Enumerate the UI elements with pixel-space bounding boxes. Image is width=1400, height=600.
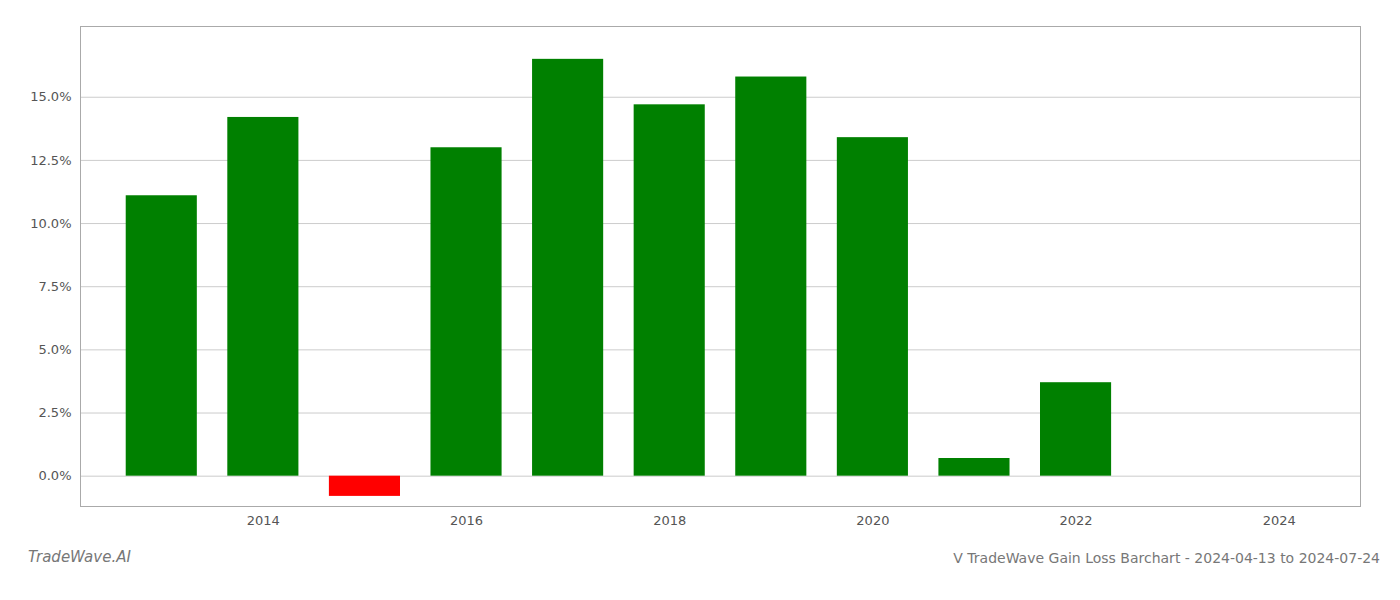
svg-text:10.0%: 10.0% <box>30 216 71 231</box>
svg-text:2018: 2018 <box>653 513 686 528</box>
svg-text:2.5%: 2.5% <box>38 405 71 420</box>
svg-text:5.0%: 5.0% <box>38 342 71 357</box>
svg-text:7.5%: 7.5% <box>38 279 71 294</box>
svg-text:2022: 2022 <box>1060 513 1093 528</box>
svg-text:15.0%: 15.0% <box>30 89 71 104</box>
svg-text:2016: 2016 <box>450 513 483 528</box>
svg-text:0.0%: 0.0% <box>38 468 71 483</box>
html-text:V TradeWave Gain Loss Barchart: V TradeWave Gain Loss Barchart - 2024-04… <box>953 550 1380 566</box>
svg-text:12.5%: 12.5% <box>30 153 71 168</box>
svg-text:2024: 2024 <box>1263 513 1296 528</box>
svg-text:2014: 2014 <box>247 513 280 528</box>
svg-text:2020: 2020 <box>856 513 889 528</box>
html-text:TradeWave.AI: TradeWave.AI <box>28 548 131 566</box>
